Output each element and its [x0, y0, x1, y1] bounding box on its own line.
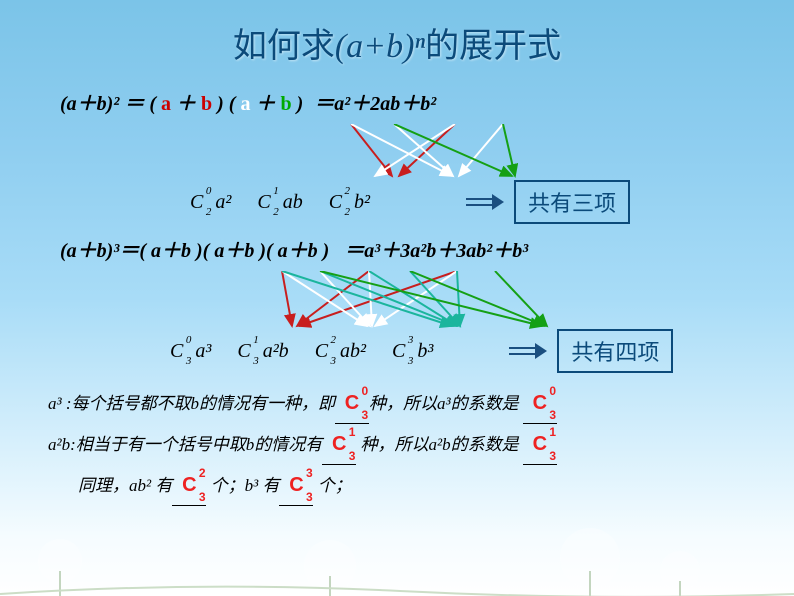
arrow-icon — [507, 343, 547, 359]
explanation-block: a³ :每个括号都不取b的情况有一种，即C03种，所以a³的系数是 C03 a²… — [0, 383, 794, 506]
explain-line-1: a³ :每个括号都不取b的情况有一种，即C03种，所以a³的系数是 C03 — [48, 383, 754, 424]
equation-power-2: (a＋b)² ＝ ( a ＋ b ) ( a ＋ b ) ＝a²＋2ab＋b² — [60, 87, 754, 116]
page-title: 如何求(a+b)ⁿ的展开式 — [0, 0, 794, 67]
terms-box-3: 共有三项 — [514, 180, 630, 224]
terms-box-4: 共有四项 — [557, 329, 673, 373]
arrow-icon — [464, 194, 504, 210]
coef-row-2: C02 a²C12 abC22 b² 共有三项 — [190, 180, 754, 224]
coef-row-3: C03 a³C13 a²bC23 ab²C33 b³ 共有四项 — [170, 329, 754, 373]
equation-power-3: (a＋b)³＝( a＋b )( a＋b )( a＋b ) ＝a³＋3a²b＋3a… — [60, 234, 754, 263]
arrows-eq3 — [157, 271, 657, 329]
explain-line-2: a²b:相当于有一个括号中取b的情况有C13 种，所以a²b的系数是 C13 — [48, 424, 754, 465]
explain-line-3: 同理，ab² 有C23 个；b³ 有C33 个； — [48, 465, 754, 506]
arrows-eq2 — [177, 124, 637, 180]
